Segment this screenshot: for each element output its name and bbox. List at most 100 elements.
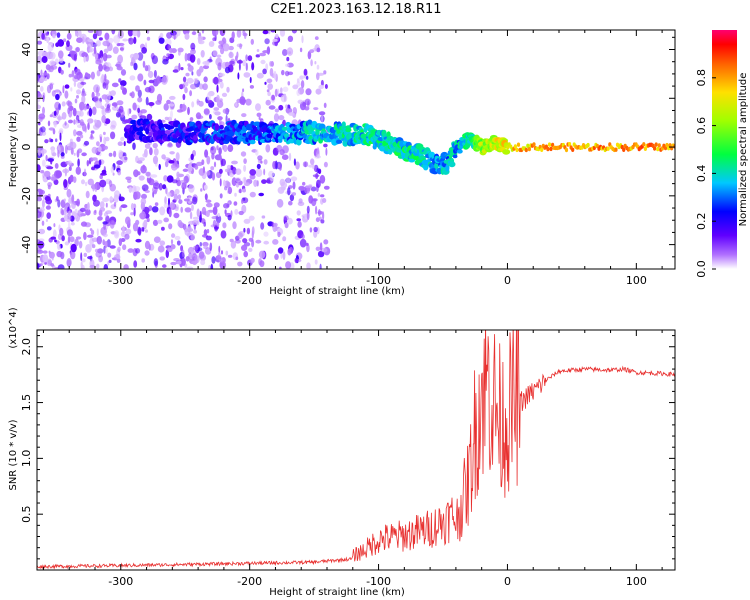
heatmap-cell xyxy=(157,219,163,224)
heatmap-cell xyxy=(102,197,110,203)
heatmap-cell xyxy=(174,235,181,241)
heatmap-cell xyxy=(118,196,125,202)
heatmap-cell xyxy=(547,142,552,147)
heatmap-cell xyxy=(266,179,271,184)
heatmap-cell xyxy=(258,116,261,120)
heatmap-cell xyxy=(83,56,86,63)
heatmap-cell xyxy=(315,246,321,251)
heatmap-cell xyxy=(606,146,610,151)
heatmap-cell xyxy=(305,242,309,246)
heatmap-cell xyxy=(203,108,210,115)
heatmap-cell xyxy=(61,235,65,242)
heatmap-cell xyxy=(189,90,193,97)
heatmap-cell xyxy=(296,89,301,97)
heatmap-cell xyxy=(513,144,518,149)
heatmap-cell xyxy=(301,234,305,240)
heatmap-cell xyxy=(281,154,289,160)
heatmap-cell xyxy=(227,186,233,195)
heatmap-cell xyxy=(57,149,60,158)
heatmap-cell xyxy=(278,104,284,111)
heatmap-cell xyxy=(260,222,265,230)
heatmap-cell xyxy=(56,116,64,120)
heatmap-cell xyxy=(47,120,51,127)
heatmap-cell xyxy=(205,199,212,203)
heatmap-cell xyxy=(287,187,291,196)
heatmap-cell xyxy=(222,222,227,229)
heatmap-cell xyxy=(217,116,223,121)
heatmap-cell xyxy=(226,164,231,170)
heatmap-cell xyxy=(255,149,259,156)
heatmap-cell xyxy=(155,76,162,84)
heatmap-cell xyxy=(79,207,86,212)
heatmap-cell xyxy=(119,206,122,212)
heatmap-cell xyxy=(60,152,65,157)
heatmap-cell xyxy=(234,192,237,197)
heatmap-cell xyxy=(75,166,82,175)
heatmap-cell xyxy=(234,177,242,183)
heatmap-cell xyxy=(133,260,138,268)
heatmap-cell xyxy=(305,187,311,192)
heatmap-cell xyxy=(272,239,279,245)
heatmap-cell xyxy=(189,211,193,220)
heatmap-cell xyxy=(135,85,140,92)
heatmap-cell xyxy=(190,234,195,241)
heatmap-cell xyxy=(213,161,217,168)
heatmap-cell xyxy=(91,166,95,171)
heatmap-cell xyxy=(85,190,90,199)
heatmap-cell xyxy=(294,257,299,264)
heatmap-cell xyxy=(230,240,237,249)
spec-ytick-label: 0 xyxy=(20,144,33,151)
heatmap-cell xyxy=(192,216,200,220)
heatmap-cell xyxy=(110,90,116,96)
heatmap-cell xyxy=(107,252,112,258)
heatmap-cell xyxy=(101,169,107,175)
heatmap-cell xyxy=(178,199,183,205)
heatmap-cell xyxy=(213,76,219,85)
heatmap-cell xyxy=(157,245,165,253)
heatmap-cell xyxy=(218,245,221,253)
heatmap-cell xyxy=(540,147,544,152)
heatmap-cell xyxy=(243,72,251,78)
heatmap-cell xyxy=(235,168,242,175)
heatmap-cell xyxy=(42,106,45,115)
heatmap-cell xyxy=(166,53,170,57)
heatmap-cell xyxy=(209,242,213,251)
heatmap-cell xyxy=(46,226,52,231)
heatmap-cell xyxy=(66,143,74,149)
heatmap-cell xyxy=(95,251,102,258)
heatmap-cell xyxy=(188,184,195,193)
heatmap-cell xyxy=(90,71,95,80)
heatmap-cell xyxy=(163,103,169,111)
heatmap-cell xyxy=(144,250,150,256)
heatmap-cell xyxy=(39,263,43,267)
heatmap-cell xyxy=(113,35,121,44)
heatmap-cell xyxy=(59,227,64,236)
heatmap-cell xyxy=(50,159,53,165)
heatmap-cell xyxy=(108,259,112,263)
colorbar-tick-label: 0.0 xyxy=(695,260,708,278)
heatmap-cell xyxy=(323,185,330,190)
heatmap-cell xyxy=(118,105,124,113)
heatmap-cell xyxy=(105,247,108,255)
heatmap-cell xyxy=(271,94,275,101)
heatmap-cell xyxy=(37,249,44,254)
heatmap-cell xyxy=(168,208,172,218)
heatmap-cell xyxy=(180,67,184,71)
heatmap-cell xyxy=(117,42,125,46)
heatmap-cell xyxy=(162,264,167,268)
heatmap-cell xyxy=(51,252,54,261)
heatmap-cell xyxy=(242,88,245,93)
heatmap-cell xyxy=(223,179,226,187)
spec-xtick-label: -300 xyxy=(108,274,133,287)
heatmap-cell xyxy=(92,194,97,202)
heatmap-cell xyxy=(122,244,127,251)
heatmap-cell xyxy=(143,79,147,86)
heatmap-cell xyxy=(153,236,161,243)
heatmap-cell xyxy=(125,216,131,225)
heatmap-cell xyxy=(62,168,70,174)
heatmap-cell xyxy=(122,38,129,42)
heatmap-cell xyxy=(64,241,70,246)
heatmap-cell xyxy=(323,102,327,109)
heatmap-cell xyxy=(150,174,158,178)
heatmap-cell xyxy=(256,49,260,52)
